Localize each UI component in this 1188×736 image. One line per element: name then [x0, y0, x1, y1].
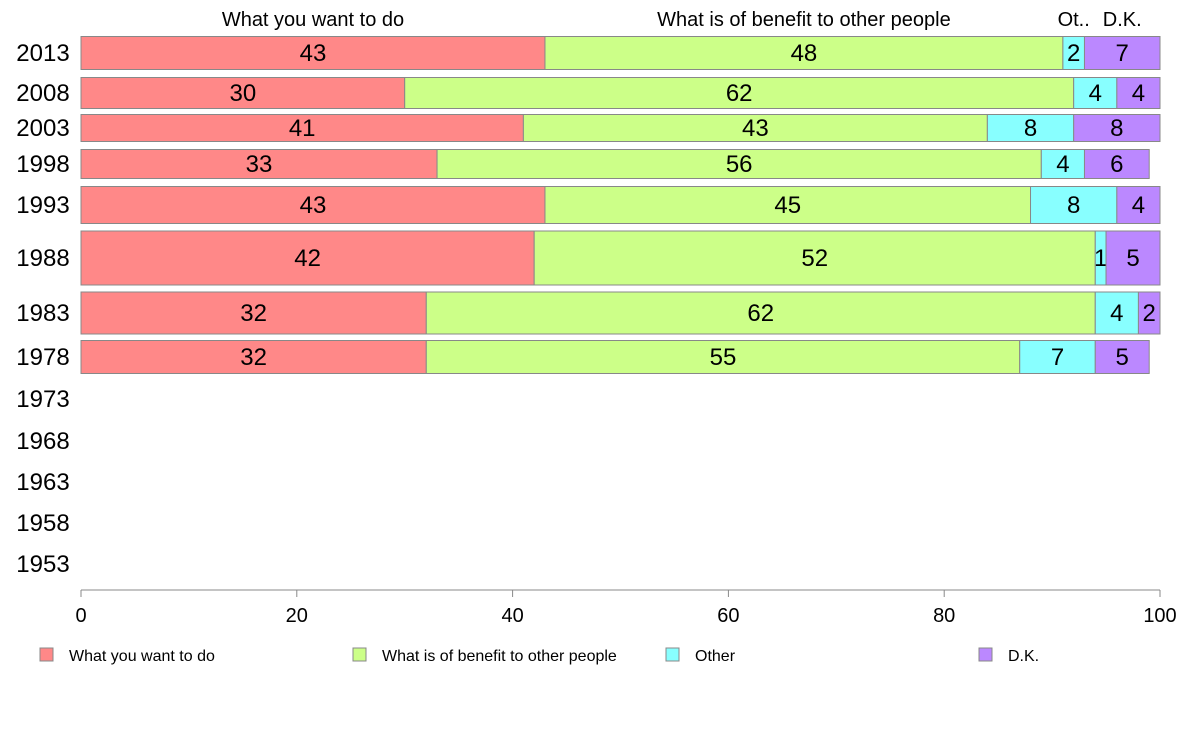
data-label-1993-what-you-want-to-do: 43 — [300, 192, 327, 219]
data-label-2013-d-k: 7 — [1116, 40, 1129, 67]
data-label-1998-d-k: 6 — [1110, 151, 1123, 178]
x-tick-label-0: 0 — [75, 605, 86, 627]
data-label-2003-d-k: 8 — [1110, 115, 1123, 142]
bar-segment-2013-what-you-want-to-do — [80, 36, 546, 70]
year-label-1953: 1953 — [16, 551, 69, 578]
year-label-1983: 1983 — [16, 300, 69, 327]
bar-segment-1983-other — [1094, 291, 1139, 335]
bar-segment-2013-d-k — [1083, 36, 1161, 70]
bar-segment-1983-what-is-of-benefit-to-other-people — [425, 291, 1096, 335]
bar-segment-1978-what-is-of-benefit-to-other-people — [425, 340, 1021, 374]
year-label-2003: 2003 — [16, 115, 69, 142]
data-label-2008-other: 4 — [1089, 80, 1102, 107]
data-label-2003-other: 8 — [1024, 115, 1037, 142]
legend-label-what-is-of-benefit-to-other-people: What is of benefit to other people — [382, 648, 617, 665]
bar-segment-1988-what-is-of-benefit-to-other-people — [533, 230, 1096, 286]
bar-segment-1998-d-k — [1083, 149, 1150, 179]
column-header-other: Ot.. — [1058, 9, 1090, 31]
year-label-1998: 1998 — [16, 151, 69, 178]
bar-segment-2008-what-you-want-to-do — [80, 77, 406, 109]
year-label-1973: 1973 — [16, 386, 69, 413]
bar-segment-2003-other — [986, 114, 1075, 142]
x-tick-label-20: 20 — [286, 605, 308, 627]
data-label-2008-d-k: 4 — [1132, 80, 1145, 107]
data-label-2008-what-you-want-to-do: 30 — [229, 80, 256, 107]
data-label-1998-what-is-of-benefit-to-other-people: 56 — [726, 151, 753, 178]
bar-segment-2008-what-is-of-benefit-to-other-people — [404, 77, 1075, 109]
data-label-1983-d-k: 2 — [1143, 300, 1156, 327]
year-label-1993: 1993 — [16, 192, 69, 219]
year-label-1958: 1958 — [16, 510, 69, 537]
bar-segment-1988-what-you-want-to-do — [80, 230, 535, 286]
data-label-1983-other: 4 — [1110, 300, 1123, 327]
column-header-what-is-of-benefit-to-other-people: What is of benefit to other people — [657, 9, 951, 31]
bar-segment-1998-other — [1040, 149, 1085, 179]
x-axis: 0 20 40 60 80 100 — [75, 589, 1177, 627]
column-header-what-you-want-to-do: What you want to do — [222, 9, 404, 31]
data-label-2013-other: 2 — [1067, 40, 1080, 67]
column-header-d-k: D.K. — [1103, 9, 1142, 31]
data-label-1993-other: 8 — [1067, 192, 1080, 219]
data-label-1988-what-you-want-to-do: 42 — [294, 245, 321, 272]
x-tick-label-80: 80 — [933, 605, 955, 627]
legend-swatch-d-k — [978, 647, 993, 662]
data-label-1988-what-is-of-benefit-to-other-people: 52 — [801, 245, 828, 272]
year-label-1968: 1968 — [16, 428, 69, 455]
year-label-2008: 2008 — [16, 80, 69, 107]
year-label-1963: 1963 — [16, 469, 69, 496]
bar-segment-2003-what-is-of-benefit-to-other-people — [522, 114, 988, 142]
bar-segment-2013-what-is-of-benefit-to-other-people — [544, 36, 1064, 70]
bar-segment-1993-other — [1030, 186, 1118, 224]
legend-label-what-you-want-to-do: What you want to do — [69, 648, 215, 665]
bar-segment-1998-what-is-of-benefit-to-other-people — [436, 149, 1042, 179]
year-labels: 2013 2008 2003 1998 1993 1988 1983 1978 1973 1968… — [16, 40, 69, 578]
data-label-1998-what-you-want-to-do: 33 — [246, 151, 273, 178]
data-label-2003-what-you-want-to-do: 41 — [289, 115, 316, 142]
bar-segment-2008-d-k — [1116, 77, 1161, 109]
bar-segment-1998-what-you-want-to-do — [80, 149, 438, 179]
x-tick-label-60: 60 — [717, 605, 739, 627]
data-label-1988-d-k: 5 — [1126, 245, 1139, 272]
legend-swatch-what-is-of-benefit-to-other-people — [352, 647, 367, 662]
data-label-2008-what-is-of-benefit-to-other-people: 62 — [726, 80, 753, 107]
data-label-1993-what-is-of-benefit-to-other-people: 45 — [774, 192, 801, 219]
data-label-1988-other: 1 — [1094, 245, 1107, 272]
year-label-2013: 2013 — [16, 40, 69, 67]
bar-segment-2003-d-k — [1073, 114, 1161, 142]
data-label-1998-other: 4 — [1056, 151, 1069, 178]
bar-segment-1983-what-you-want-to-do — [80, 291, 427, 335]
legend-swatch-other — [665, 647, 680, 662]
bar-segment-1993-what-you-want-to-do — [80, 186, 546, 224]
x-tick-label-100: 100 — [1143, 605, 1176, 627]
data-label-1978-other: 7 — [1051, 344, 1064, 371]
bars: 43 48 2 730 62 4 441 43 8 833 56 4 643 45 8 442 52 1 532 62… — [80, 36, 1161, 374]
data-label-2013-what-you-want-to-do: 43 — [300, 40, 327, 67]
x-tick-label-40: 40 — [501, 605, 523, 627]
bar-segment-1978-d-k — [1094, 340, 1150, 374]
bar-segment-1988-d-k — [1105, 230, 1161, 286]
bar-segment-2003-what-you-want-to-do — [80, 114, 524, 142]
bar-segment-1978-other — [1019, 340, 1096, 374]
data-label-1993-d-k: 4 — [1132, 192, 1145, 219]
legend-swatch-what-you-want-to-do — [39, 647, 54, 662]
bar-segment-1983-d-k — [1137, 291, 1161, 335]
legend: What you want to do What is of benefit to… — [39, 647, 1039, 665]
data-label-1983-what-you-want-to-do: 32 — [240, 300, 267, 327]
year-label-1978: 1978 — [16, 344, 69, 371]
data-label-1978-what-is-of-benefit-to-other-people: 55 — [710, 344, 737, 371]
data-label-2013-what-is-of-benefit-to-other-people: 48 — [791, 40, 818, 67]
legend-label-d-k: D.K. — [1008, 648, 1039, 665]
bar-segment-2008-other — [1073, 77, 1118, 109]
data-label-1983-what-is-of-benefit-to-other-people: 62 — [747, 300, 774, 327]
data-label-1978-what-you-want-to-do: 32 — [240, 344, 267, 371]
bar-segment-1993-d-k — [1116, 186, 1161, 224]
bar-segment-1993-what-is-of-benefit-to-other-people — [544, 186, 1032, 224]
data-label-1978-d-k: 5 — [1116, 344, 1129, 371]
legend-label-other: Other — [695, 648, 736, 665]
year-label-1988: 1988 — [16, 245, 69, 272]
data-label-2003-what-is-of-benefit-to-other-people: 43 — [742, 115, 769, 142]
column-headers: What you want to do What is of benefit to… — [222, 9, 1142, 31]
